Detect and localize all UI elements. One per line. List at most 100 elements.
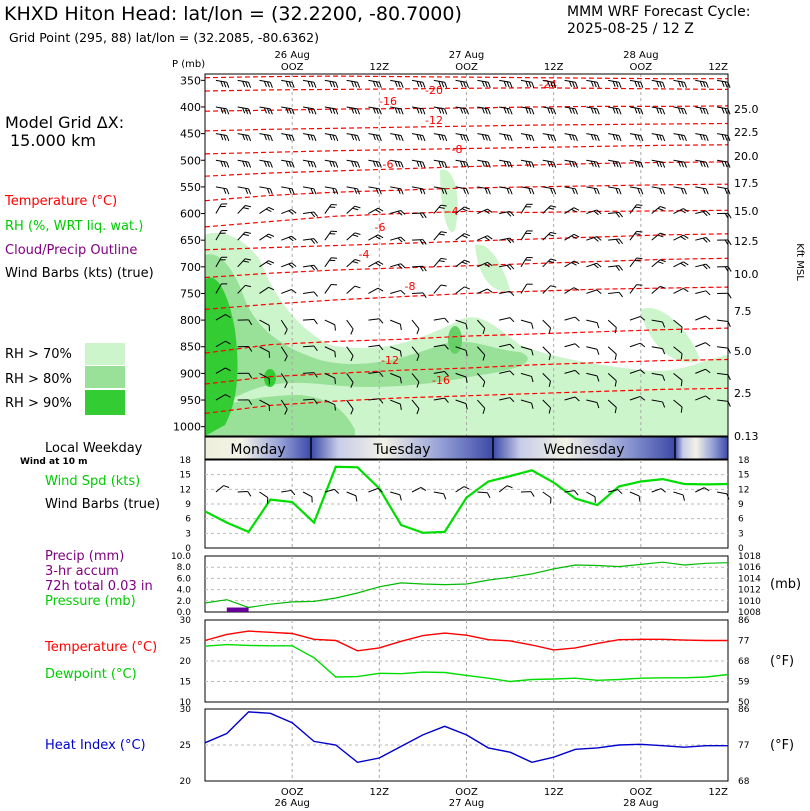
barb-flag	[378, 135, 382, 142]
barb-flag	[548, 207, 555, 210]
station-title: KHXD Hiton Head: lat/lon = (32.2200, -80…	[4, 3, 462, 25]
wind-barb	[281, 106, 295, 115]
barb-shaft	[302, 238, 315, 241]
temperature-contour-label: -12	[381, 354, 399, 367]
barb-flag	[223, 134, 227, 141]
barb-shaft	[433, 204, 442, 214]
wind-barb	[607, 373, 617, 387]
barb-shaft	[433, 258, 442, 268]
barb-flag	[248, 188, 252, 195]
barb-flag	[702, 188, 706, 194]
wind-barb	[695, 210, 711, 217]
wind-barb	[564, 79, 578, 88]
cross-section-grid: 350 400 450 500 550 600 650 700 750 800 850 900 950 1…	[172, 59, 805, 443]
barb-flag	[416, 81, 420, 87]
barb-flag	[288, 108, 292, 114]
barb-shaft	[608, 265, 620, 268]
barb-flag	[465, 108, 469, 115]
barb-flag	[503, 107, 507, 114]
barb-flag	[640, 396, 646, 401]
wind-barb	[390, 79, 404, 88]
wind-barb	[477, 159, 491, 168]
barb-shaft	[411, 346, 420, 356]
barb-shaft	[302, 291, 315, 294]
barb-flag	[571, 262, 577, 266]
barb-flag	[422, 135, 426, 142]
wind-barb	[324, 372, 336, 384]
wind-barb	[717, 133, 731, 142]
barb-flag	[354, 205, 361, 209]
barb-flag	[640, 135, 644, 142]
barb-shaft	[564, 396, 576, 401]
barb-flag	[596, 322, 600, 329]
barb-flag	[438, 260, 445, 263]
barb-shaft	[215, 394, 226, 401]
wind-barb	[499, 264, 515, 270]
wind-barb	[237, 284, 251, 294]
wind-barb	[237, 159, 252, 168]
barb-flag	[593, 108, 597, 114]
barb-shaft	[259, 491, 269, 499]
barb-shaft	[433, 370, 445, 374]
barb-shaft	[237, 490, 248, 493]
barb-shaft	[499, 343, 511, 348]
barb-flag	[481, 107, 485, 114]
barb-flag	[225, 314, 231, 318]
wind-barb	[586, 319, 600, 329]
rh70-swatch	[85, 343, 125, 365]
wind-barb	[390, 346, 402, 357]
bottom-date-label: 28 Aug	[623, 798, 658, 809]
temperature-contour-label: -12	[425, 114, 443, 127]
wind-barb	[608, 106, 622, 115]
barb-flag	[550, 231, 557, 235]
barb-flag	[547, 81, 551, 87]
barb-flag	[291, 82, 295, 88]
barb-flag	[506, 238, 512, 244]
barb-shaft	[281, 489, 292, 493]
height-tick-label: 5.0	[734, 345, 752, 358]
barb-flag	[334, 324, 336, 331]
wind-barb	[411, 79, 426, 88]
barb-flag	[226, 108, 230, 115]
barb-flag	[659, 259, 666, 263]
barb-flag	[528, 81, 532, 88]
barb-shaft	[651, 346, 663, 350]
wind-barb	[695, 133, 709, 142]
barb-flag	[506, 108, 510, 114]
height-axis-title: Kft MSL	[794, 243, 805, 281]
wind-barb	[390, 159, 404, 168]
barb-flag	[662, 161, 666, 168]
rh70-label: RH > 70%	[5, 347, 72, 362]
lower-panels: 0 3 6 9 12 15 18 0 3 6 9 12 15 18 0.02.04.0 6.08.010.0 1…	[171, 456, 761, 787]
barb-flag	[288, 81, 292, 88]
wind-barb	[673, 186, 687, 195]
barb-flag	[285, 107, 289, 114]
barb-flag	[399, 377, 402, 384]
barb-flag	[615, 134, 619, 141]
wind-barb	[564, 287, 580, 294]
barb-shaft	[629, 257, 637, 268]
wind-barb	[629, 79, 644, 88]
barb-flag	[484, 209, 490, 215]
barb-flag	[311, 496, 313, 503]
wind-barb	[455, 233, 470, 241]
wind-barb	[368, 234, 384, 241]
barb-shaft	[368, 398, 380, 401]
wind-barb	[411, 133, 426, 142]
barb-flag	[705, 82, 709, 88]
barb-flag	[640, 108, 644, 115]
wind-barb	[455, 106, 469, 115]
barb-flag	[284, 355, 288, 362]
barb-shaft	[477, 399, 486, 409]
barb-flag	[375, 188, 379, 194]
barb-flag	[482, 354, 486, 361]
wind-barb	[303, 398, 318, 405]
wind-barb	[411, 106, 426, 115]
barb-flag	[550, 258, 557, 261]
wind-barb	[368, 318, 384, 324]
barb-flag	[335, 188, 339, 195]
wind-barb	[302, 79, 317, 88]
wind-barb	[281, 133, 295, 142]
barb-shaft	[455, 399, 467, 405]
precip-rtick-label: 1008	[738, 608, 761, 618]
